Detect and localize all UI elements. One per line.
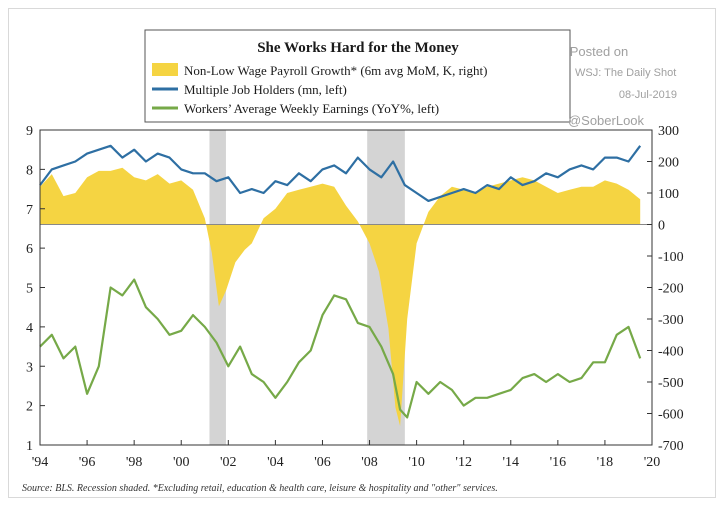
- payroll-growth-area: [40, 167, 641, 427]
- x-tick-label: '04: [267, 455, 284, 470]
- y-left-ticks: 1 2 3 4 5 6 7 8 9: [26, 124, 45, 454]
- watermark-handle: @SoberLook: [568, 113, 645, 128]
- multiple-job-holders-line: [39, 144, 642, 202]
- y-left-tick-label: 4: [26, 321, 33, 336]
- y-left-tick-label: 1: [26, 439, 33, 454]
- x-tick-label: '06: [314, 455, 331, 470]
- watermark-source: WSJ: The Daily Shot: [575, 67, 676, 79]
- x-tick-label: '14: [503, 455, 520, 470]
- x-tick-label: '94: [32, 455, 49, 470]
- x-tick-label: '98: [126, 455, 143, 470]
- x-ticks: '94 '96 '98 '00 '02 '04 '06 '08 '10 '12 '14 '16 '18 '…: [32, 440, 661, 470]
- y-left-tick-label: 3: [26, 360, 33, 375]
- x-tick-label: '20: [644, 455, 661, 470]
- y-right-tick-label: 100: [658, 187, 679, 202]
- weekly-earnings-line: [39, 278, 642, 419]
- line-series: [39, 144, 642, 419]
- y-left-tick-label: 2: [26, 400, 33, 415]
- source-note: Source: BLS. Recession shaded. *Excludin…: [22, 483, 498, 494]
- legend-label: Multiple Job Holders (mn, left): [184, 82, 347, 97]
- y-right-ticks: -700 -600 -500 -400 -300 -200 -100 0 100 200 300: [647, 124, 684, 454]
- x-tick-label: '96: [79, 455, 96, 470]
- y-right-tick-label: -700: [658, 439, 684, 454]
- x-tick-label: '00: [173, 455, 190, 470]
- y-left-tick-label: 7: [26, 203, 33, 218]
- x-tick-label: '12: [455, 455, 472, 470]
- x-tick-label: '02: [220, 455, 237, 470]
- y-right-tick-label: 0: [658, 219, 665, 234]
- y-right-tick-label: -400: [658, 345, 684, 360]
- y-left-tick-label: 6: [26, 242, 33, 257]
- y-right-tick-label: -600: [658, 408, 684, 423]
- x-tick-label: '16: [550, 455, 567, 470]
- x-tick-label: '18: [597, 455, 614, 470]
- y-right-tick-label: -200: [658, 282, 684, 297]
- payroll-area-series: [40, 167, 641, 427]
- recession-shading: [209, 130, 405, 445]
- legend: Non-Low Wage Payroll Growth* (6m avg MoM…: [152, 63, 487, 116]
- legend-label: Non-Low Wage Payroll Growth* (6m avg MoM…: [184, 63, 487, 78]
- watermark-date: 08-Jul-2019: [619, 89, 677, 101]
- legend-swatch-payroll: [152, 63, 178, 76]
- legend-box: [144, 29, 571, 123]
- y-right-tick-label: -100: [658, 250, 684, 265]
- y-right-tick-label: 200: [658, 156, 679, 171]
- x-tick-label: '10: [408, 455, 425, 470]
- legend-label: Workers’ Average Weekly Earnings (YoY%, …: [184, 101, 439, 116]
- chart-title: She Works Hard for the Money: [257, 40, 459, 56]
- y-left-tick-label: 5: [26, 282, 33, 297]
- watermark-posted: Posted on: [570, 44, 629, 59]
- y-left-tick-label: 9: [26, 124, 33, 139]
- x-tick-label: '08: [361, 455, 378, 470]
- y-left-tick-label: 8: [26, 163, 33, 178]
- y-right-tick-label: -500: [658, 376, 684, 391]
- y-right-tick-label: -300: [658, 313, 684, 328]
- y-right-tick-label: 300: [658, 124, 679, 139]
